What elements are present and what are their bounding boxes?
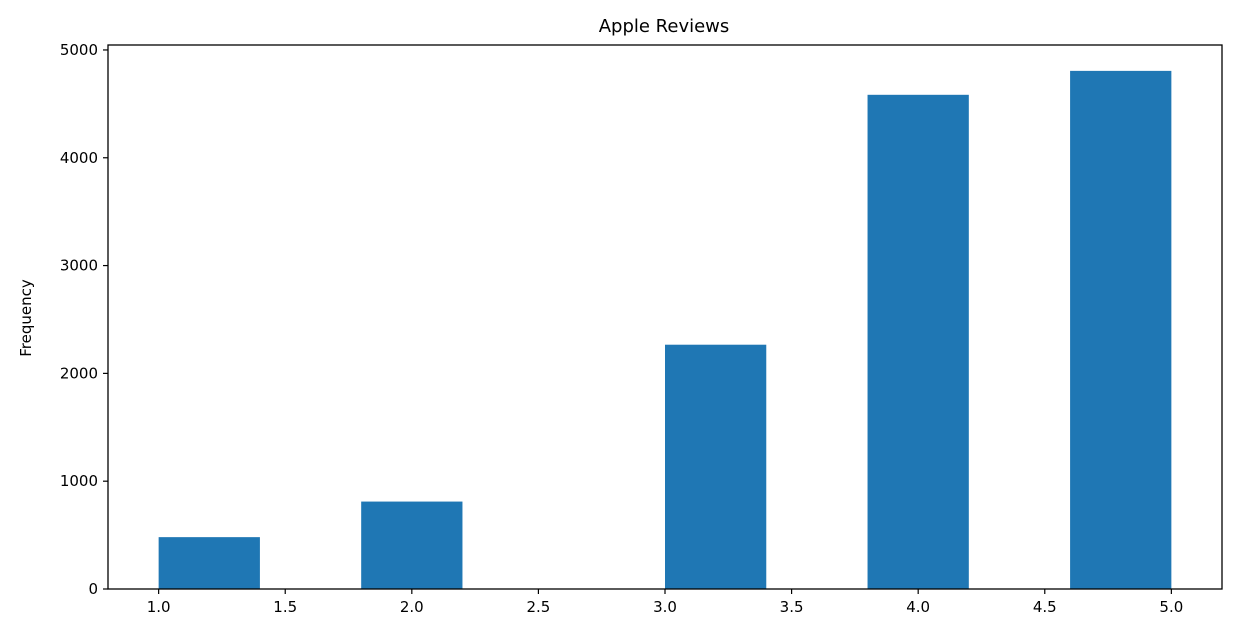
x-tick-label: 3.0 [653,598,677,616]
bars-group [158,70,1172,589]
histogram-bar [867,94,969,589]
x-tick-label: 2.5 [526,598,550,616]
y-tick-label: 0 [88,580,98,598]
x-tick-label: 1.5 [273,598,297,616]
x-axis-ticks: 1.0 1.5 2.0 2.5 3.0 3.5 4.0 4.5 5.0 [147,589,1183,616]
y-axis-ticks: 0 1000 2000 3000 4000 5000 [60,41,108,598]
y-tick-label: 3000 [60,257,98,275]
plot-frame [107,44,1223,590]
y-tick-label: 5000 [60,41,98,59]
x-tick-label: 4.5 [1033,598,1057,616]
x-tick-label: 1.0 [147,598,171,616]
y-tick-label: 2000 [60,364,98,382]
histogram-bar [1070,70,1172,589]
x-tick-label: 4.0 [906,598,930,616]
y-tick-label: 1000 [60,472,98,490]
y-axis-label: Frequency [17,279,35,357]
chart-title: Apple Reviews [599,16,730,37]
x-tick-label: 5.0 [1159,598,1183,616]
x-tick-label: 3.5 [780,598,804,616]
x-tick-label: 2.0 [400,598,424,616]
histogram-bar [158,537,260,589]
y-tick-label: 4000 [60,149,98,167]
histogram-bar [665,344,767,589]
histogram-bar [361,501,463,589]
